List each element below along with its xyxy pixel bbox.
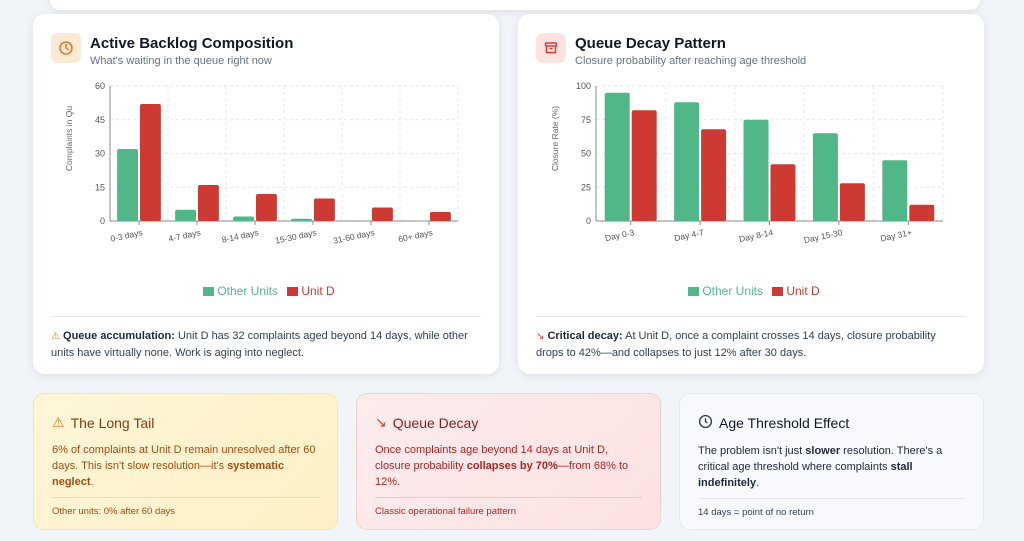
bar-unit-d xyxy=(631,110,657,221)
chart-legend: Other Units Unit D xyxy=(33,284,499,298)
legend-label: Unit D xyxy=(786,284,820,298)
legend-label: Unit D xyxy=(301,284,335,298)
bar-other-units xyxy=(743,119,769,221)
decay-bar-chart: 0 25 50 75 100 Closure Rate (%) Day 0-3 Day 4-7… xyxy=(550,81,944,245)
card-subtitle: Closure probability after reaching age t… xyxy=(575,55,807,67)
bar-other-units xyxy=(407,221,428,222)
bar-other-units xyxy=(349,221,370,222)
backlog-bar-chart: 0 15 30 45 60 Complaints in Qu 0-3 days 4-7 day… xyxy=(64,81,459,246)
queue-decay-card: Queue Decay Pattern Closure probability … xyxy=(518,14,984,374)
note-text: At Unit D, once a complaint crosses 14 d… xyxy=(536,330,936,359)
x-tick-label: Day 31+ xyxy=(879,227,912,243)
legend-swatch-other xyxy=(203,287,215,296)
y-tick-label: 0 xyxy=(586,216,591,226)
divider xyxy=(52,497,319,498)
queue-decay-callout: ↘ Queue Decay Once complaints age beyond … xyxy=(356,393,661,530)
x-tick-label: 4-7 days xyxy=(167,227,201,244)
bar-unit-d xyxy=(701,129,727,221)
y-tick-label: 60 xyxy=(95,81,105,91)
callout-text: The problem isn't just slower resolution… xyxy=(698,445,943,489)
legend-label: Other Units xyxy=(702,284,763,298)
x-tick-label: Day 15-30 xyxy=(803,227,844,245)
bar-other-units xyxy=(812,133,838,221)
callout-title: Queue Decay xyxy=(392,414,479,431)
callout-footnote: Classic operational failure pattern xyxy=(375,506,516,517)
trend-down-icon: ↘ xyxy=(375,414,387,430)
long-tail-callout: ⚠ The Long Tail 6% of complaints at Unit … xyxy=(33,393,338,530)
x-tick-label: 15-30 days xyxy=(274,227,317,246)
divider xyxy=(375,497,642,498)
y-tick-label: 0 xyxy=(100,216,105,226)
y-tick-label: 75 xyxy=(581,115,591,125)
clock-icon xyxy=(51,33,81,63)
bar-unit-d xyxy=(839,183,865,221)
bar-unit-d xyxy=(314,198,335,221)
warning-icon: ⚠ xyxy=(52,414,65,430)
y-axis-label: Complaints in Qu xyxy=(64,106,74,171)
age-threshold-callout: Age Threshold Effect The problem isn't j… xyxy=(679,393,984,530)
bar-unit-d xyxy=(430,212,451,221)
divider xyxy=(51,316,481,317)
card-title: Active Backlog Composition xyxy=(90,35,294,52)
x-tick-label: Day 4-7 xyxy=(673,227,704,243)
backlog-composition-card: Active Backlog Composition What's waitin… xyxy=(33,14,499,374)
bar-other-units xyxy=(175,209,196,221)
legend-label: Other Units xyxy=(217,284,278,298)
y-tick-label: 30 xyxy=(95,149,105,159)
y-tick-label: 15 xyxy=(95,182,105,192)
note-text: Unit D has 32 complaints aged beyond 14 … xyxy=(51,330,468,359)
bar-other-units xyxy=(233,216,254,221)
callout-footnote: 14 days = point of no return xyxy=(698,507,814,518)
x-tick-label: 0-3 days xyxy=(109,227,143,244)
y-tick-label: 50 xyxy=(581,149,591,159)
insight-note: ↘ Critical decay: At Unit D, once a comp… xyxy=(536,328,960,362)
x-tick-label: 60+ days xyxy=(397,227,433,244)
callout-title: The Long Tail xyxy=(70,414,155,431)
previous-card xyxy=(50,0,980,10)
callout-text: Once complaints age beyond 14 days at Un… xyxy=(375,444,629,488)
bar-unit-d xyxy=(140,104,161,221)
bar-unit-d xyxy=(770,164,796,221)
divider xyxy=(536,316,966,317)
trend-down-icon: ↘ xyxy=(536,331,545,342)
clock-icon xyxy=(698,414,713,432)
warning-icon: ⚠ xyxy=(51,331,60,342)
legend-swatch-unitd xyxy=(772,287,784,296)
callout-text: 6% of complaints at Unit D remain unreso… xyxy=(52,444,316,488)
bar-unit-d xyxy=(198,185,219,221)
bar-unit-d xyxy=(909,204,935,221)
legend-swatch-unitd xyxy=(287,287,299,296)
divider xyxy=(698,498,965,499)
bar-other-units xyxy=(604,92,630,221)
x-tick-label: 31-60 days xyxy=(332,227,375,246)
bar-unit-d xyxy=(372,207,393,221)
bar-other-units xyxy=(674,102,700,221)
y-tick-label: 45 xyxy=(95,115,105,125)
card-title: Queue Decay Pattern xyxy=(575,35,726,52)
callout-title: Age Threshold Effect xyxy=(719,415,850,431)
note-label: Queue accumulation: xyxy=(63,330,175,342)
bar-other-units xyxy=(291,218,312,221)
bar-unit-d xyxy=(256,194,277,221)
note-label: Critical decay: xyxy=(547,330,623,342)
bar-other-units xyxy=(882,160,908,221)
x-tick-label: Day 8-14 xyxy=(738,227,774,244)
x-tick-label: 8-14 days xyxy=(221,227,260,245)
callout-footnote: Other units: 0% after 60 days xyxy=(52,506,176,517)
archive-icon xyxy=(536,33,566,63)
bar-other-units xyxy=(117,149,138,221)
x-tick-label: Day 0-3 xyxy=(604,227,635,243)
y-tick-label: 25 xyxy=(581,182,591,192)
y-tick-label: 100 xyxy=(576,81,591,91)
insight-note: ⚠ Queue accumulation: Unit D has 32 comp… xyxy=(51,328,475,362)
y-axis-label: Closure Rate (%) xyxy=(550,106,560,171)
chart-legend: Other Units Unit D xyxy=(518,284,984,298)
legend-swatch-other xyxy=(688,287,700,296)
card-subtitle: What's waiting in the queue right now xyxy=(90,55,272,67)
